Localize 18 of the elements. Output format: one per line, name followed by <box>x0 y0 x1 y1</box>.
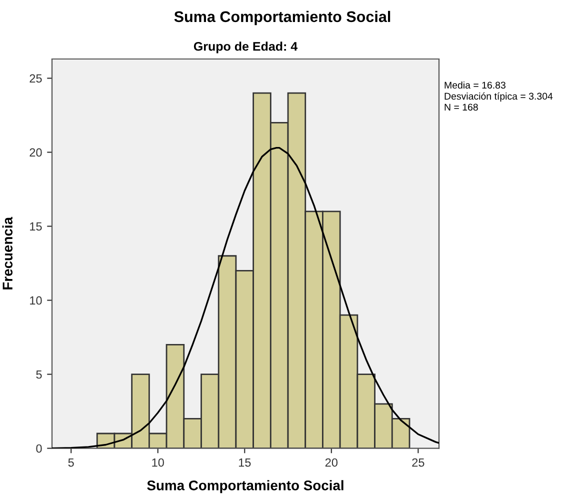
x-tick-label: 15 <box>238 458 251 467</box>
y-tick-label: 20 <box>30 148 42 157</box>
text: N = 168 <box>444 104 478 111</box>
text: Desviación típica = 3.304 <box>444 92 553 102</box>
x-axis-title: Suma Comportamiento Social <box>147 480 344 494</box>
y-tick-label: 0 <box>36 444 42 453</box>
x-tick-label: 25 <box>412 458 424 467</box>
y-tick-label: 15 <box>30 222 42 231</box>
chart-subtitle: Grupo de Edad: 4 <box>194 42 298 54</box>
x-tick-label: 20 <box>325 458 338 467</box>
x-tick-label: 10 <box>152 458 164 467</box>
y-tick-label: 5 <box>36 370 42 379</box>
y-tick-label: 25 <box>30 74 42 83</box>
x-tick-label: 5 <box>68 458 74 467</box>
y-tick-label: 10 <box>30 296 42 305</box>
y-axis-title: Frecuencia <box>2 216 13 290</box>
chart-title: Suma Comportamiento Social <box>174 10 390 26</box>
text: Media = 16.83 <box>444 81 506 89</box>
